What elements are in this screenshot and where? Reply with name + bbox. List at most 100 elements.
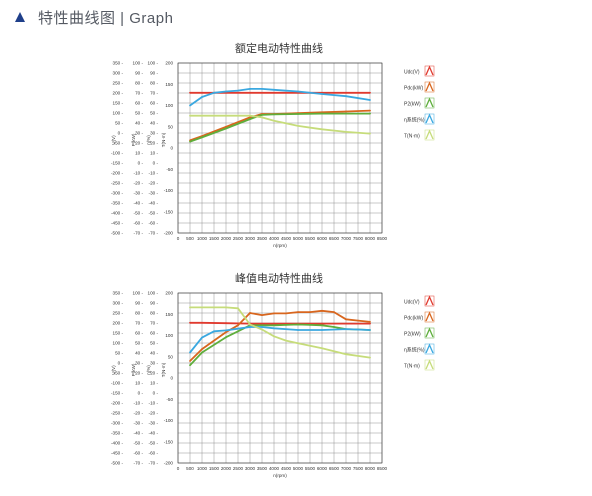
x-tick-label: 5000 <box>293 466 304 471</box>
y-tick-label: -50 - <box>114 371 124 376</box>
data-point <box>237 307 239 310</box>
x-tick-label: 1500 <box>209 236 220 241</box>
y-tick-label: -60 - <box>149 221 159 226</box>
legend-label: P2(kW) <box>404 332 421 338</box>
y-tick-label: -30 - <box>149 191 159 196</box>
data-point <box>201 91 203 94</box>
x-tick-label: 4000 <box>269 236 280 241</box>
data-point <box>189 351 191 354</box>
x-tick-label: 7500 <box>353 466 364 471</box>
x-tick-label: 7000 <box>341 466 352 471</box>
y-tick-label: -200 <box>164 231 174 236</box>
data-point <box>225 336 227 339</box>
legend-swatch-mark <box>425 65 434 76</box>
data-point <box>345 91 347 94</box>
data-point <box>249 88 251 90</box>
y-tick-label: -50 - <box>149 441 159 446</box>
legend-label: Pdc(kW) <box>404 86 424 92</box>
data-point <box>225 329 227 332</box>
data-point <box>189 114 191 117</box>
y-tick-label: 100 - <box>133 291 144 296</box>
legend-swatch-mark <box>425 295 434 306</box>
y-tick-label: 10 - <box>150 151 158 156</box>
x-tick-label: 500 <box>186 236 194 241</box>
page-title: 特性曲线图 | Graph <box>38 9 174 27</box>
y-tick-label: 150 - <box>113 331 124 336</box>
data-point <box>201 351 203 354</box>
data-point <box>345 322 347 325</box>
data-point <box>321 128 323 131</box>
y-tick-label: -150 <box>164 209 174 214</box>
data-point <box>297 323 299 326</box>
y-tick-label: 50 - <box>150 341 158 346</box>
y-tick-label: 10 - <box>135 151 143 156</box>
data-point <box>261 324 263 327</box>
y-tick-label: 0 - <box>118 361 124 366</box>
data-point <box>225 127 227 130</box>
y-tick-label: 100 - <box>148 61 159 66</box>
data-point <box>321 112 323 115</box>
x-tick-label: 6500 <box>329 236 340 241</box>
y-tick-label: 100 - <box>113 111 124 116</box>
y-tick-label: -150 <box>164 439 174 444</box>
y-tick-label: -100 <box>164 188 174 193</box>
series-line <box>190 306 371 359</box>
y-tick-label: -60 - <box>149 451 159 456</box>
data-point <box>309 323 311 326</box>
data-point <box>237 324 239 327</box>
data-point <box>189 360 191 362</box>
y-tick-label: -150 - <box>111 391 123 396</box>
data-point <box>261 113 263 116</box>
x-tick-label: 5500 <box>305 236 316 241</box>
data-point <box>273 324 275 327</box>
y-tick-label: -10 - <box>134 171 144 176</box>
data-point <box>321 309 323 312</box>
data-point <box>273 327 275 330</box>
chart-title: 额定电动特性曲线 <box>235 41 323 55</box>
y-tick-label: -350 - <box>111 201 123 206</box>
data-point <box>321 324 323 327</box>
legend-swatch-mark <box>425 311 434 322</box>
y-tick-label: 90 - <box>135 301 143 306</box>
y-tick-label: 30 - <box>150 131 158 136</box>
data-point <box>225 114 227 117</box>
y-axis-label: T(N·m) <box>161 132 166 147</box>
y-tick-label: 30 - <box>135 361 143 366</box>
data-point <box>369 356 371 359</box>
legend-label: P2(kW) <box>404 102 421 108</box>
data-point <box>213 306 215 309</box>
y-tick-label: -40 - <box>149 201 159 206</box>
y-tick-label: -30 - <box>134 421 144 426</box>
y-tick-label: 80 - <box>135 81 143 86</box>
y-tick-label: 40 - <box>150 121 158 126</box>
legend-label: η系统(%) <box>404 347 425 354</box>
x-tick-label: 0 <box>177 466 180 471</box>
plot-frame <box>177 292 383 464</box>
legend-swatch-mark <box>425 113 434 124</box>
y-tick-label: -50 - <box>134 211 144 216</box>
data-point <box>225 331 227 333</box>
legend-swatch-mark <box>425 97 434 108</box>
y-tick-label: 70 - <box>135 321 143 326</box>
y-tick-label: 80 - <box>135 311 143 316</box>
y-tick-label: -100 - <box>111 381 123 386</box>
y-axis-label: η(%) <box>146 135 151 145</box>
y-tick-label: 40 - <box>135 351 143 356</box>
y-tick-label: 250 - <box>113 311 124 316</box>
series-line <box>189 112 370 143</box>
data-point <box>249 114 251 117</box>
y-tick-label: 200 <box>165 61 173 66</box>
legend-label: T(N·m) <box>404 364 420 370</box>
data-point <box>249 91 251 94</box>
data-point <box>237 327 239 330</box>
y-tick-label: 90 - <box>135 71 143 76</box>
data-point <box>321 93 323 95</box>
data-point <box>249 312 251 314</box>
data-point <box>189 364 191 367</box>
y-tick-label: -40 - <box>149 431 159 436</box>
y-tick-label: -10 - <box>149 171 159 176</box>
data-point <box>225 125 227 128</box>
data-point <box>333 311 335 314</box>
y-tick-label: 0 <box>170 376 173 381</box>
y-tick-label: 40 - <box>135 121 143 126</box>
